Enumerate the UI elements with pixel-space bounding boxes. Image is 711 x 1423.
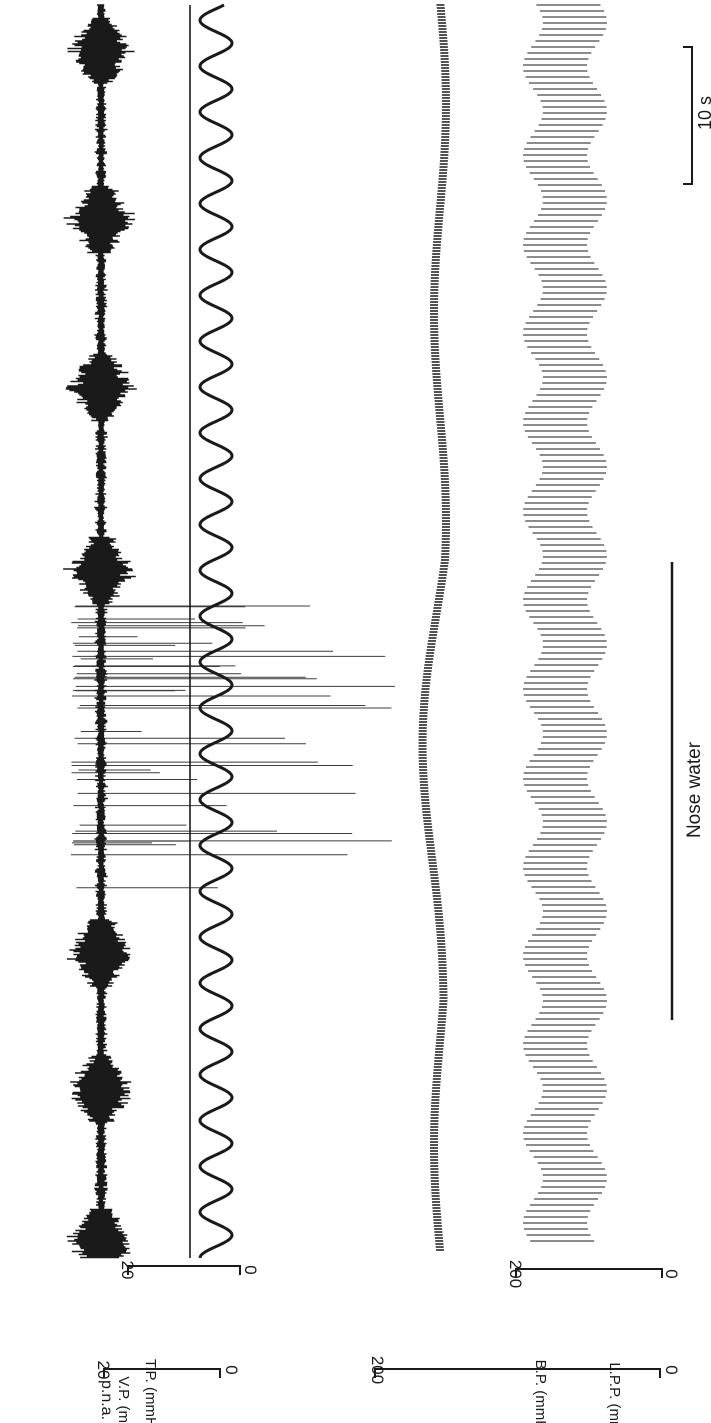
bp-scale-max: 200 <box>506 1260 525 1288</box>
tp-axis-label: T.P. (mmHg) <box>142 1359 159 1423</box>
lpp-scale-min: 0 <box>662 1365 681 1374</box>
vp-scale-max: 20 <box>94 1361 113 1380</box>
time-scale-label: 10 s <box>695 96 711 130</box>
vp-trace <box>198 3 234 1259</box>
traces-group <box>63 3 607 1259</box>
bp-scale-min: 0 <box>662 1269 681 1278</box>
scale-bracket-tp <box>127 1265 241 1275</box>
scale-bracket-bp <box>515 1268 663 1278</box>
scale-pna-tp: p.n.a. 20 0 T.P. (mmHg) <box>98 1261 260 1423</box>
vp-scale-min: 0 <box>222 1365 241 1374</box>
scale-lpp: 200 0 L.P.P. (mmHg) <box>368 1356 681 1423</box>
time-scale-bar <box>683 46 693 185</box>
tp-scale-min: 0 <box>241 1265 260 1274</box>
lpp-axis-label: L.P.P. (mmHg) <box>606 1362 623 1423</box>
scale-vp: 20 0 V.P. (mmHg) <box>94 1361 241 1423</box>
scale-bracket-lpp <box>374 1368 661 1378</box>
lpp-scale-max: 200 <box>368 1356 387 1384</box>
bp-axis-label: B.P. (mmHg) <box>532 1360 549 1423</box>
vp-axis-label: V.P. (mmHg) <box>115 1376 132 1423</box>
pna-trace <box>63 4 137 1259</box>
lpp-trace <box>523 4 607 1242</box>
nose-water-label: Nose water <box>684 741 705 838</box>
tp-scale-max: 20 <box>118 1261 137 1280</box>
stimulus-artifact <box>71 605 396 889</box>
scale-bracket-vp <box>103 1368 221 1378</box>
bp-trace <box>418 4 450 1251</box>
pna-label: p.n.a. <box>98 1380 115 1420</box>
scale-bp: 200 0 B.P. (mmHg) <box>506 1260 681 1423</box>
